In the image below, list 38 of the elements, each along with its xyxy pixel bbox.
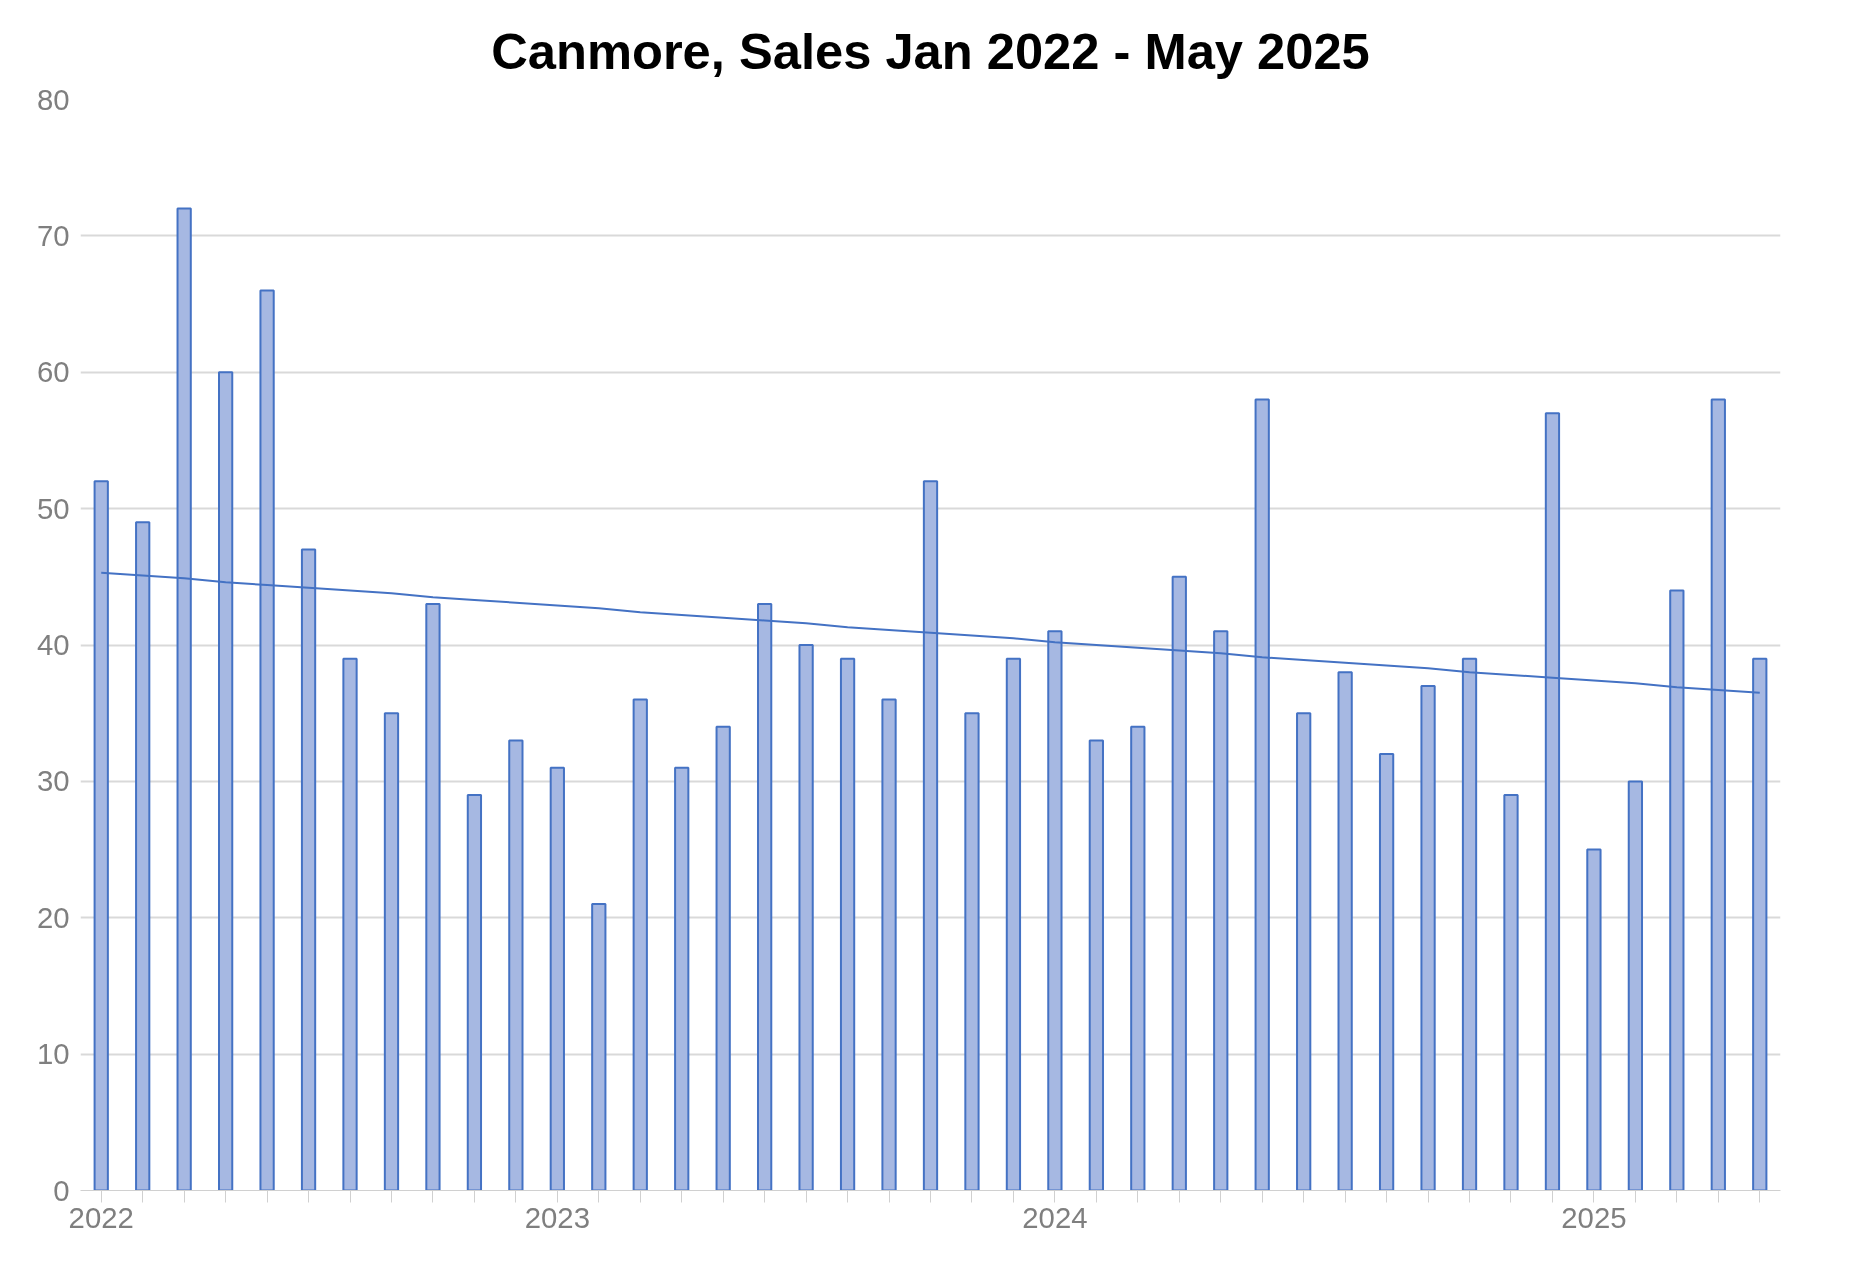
y-tick-label: 60	[36, 355, 70, 389]
bar	[1420, 684, 1436, 1191]
y-tick-label: 80	[36, 82, 70, 116]
x-tick-label: 2025	[1561, 1200, 1627, 1234]
y-tick-label: 30	[36, 764, 70, 798]
bar	[715, 725, 731, 1191]
y-tick-label: 10	[36, 1037, 70, 1071]
x-tick-label: 2022	[68, 1200, 134, 1234]
bar	[964, 712, 980, 1191]
bar	[1005, 657, 1022, 1191]
x-tick-label: 2023	[524, 1200, 590, 1234]
y-tick-label: 40	[36, 628, 70, 661]
x-tick-label: 2024	[1022, 1200, 1088, 1234]
bar	[1088, 739, 1104, 1191]
bar	[383, 712, 400, 1191]
y-tick-label: 0	[53, 1173, 70, 1207]
bar	[1337, 671, 1353, 1191]
y-tick-label: 70	[36, 218, 70, 252]
bar	[1586, 848, 1602, 1191]
bar	[425, 603, 441, 1191]
bar	[1503, 794, 1519, 1191]
bar	[466, 794, 483, 1191]
y-tick-label: 20	[36, 900, 70, 934]
bar	[1378, 753, 1395, 1191]
y-tick-label: 50	[36, 491, 70, 525]
bar	[674, 766, 690, 1191]
bar	[549, 766, 565, 1191]
bar	[1296, 712, 1312, 1191]
bar	[798, 644, 814, 1191]
bar	[508, 739, 524, 1191]
bar	[632, 698, 648, 1191]
bar	[1627, 780, 1644, 1191]
bar	[342, 657, 358, 1191]
bar	[839, 657, 856, 1191]
bar	[1130, 725, 1146, 1191]
chart-title: Canmore, Sales Jan 2022 - May 2025	[491, 22, 1370, 80]
bar	[591, 903, 607, 1191]
bar	[881, 698, 897, 1191]
